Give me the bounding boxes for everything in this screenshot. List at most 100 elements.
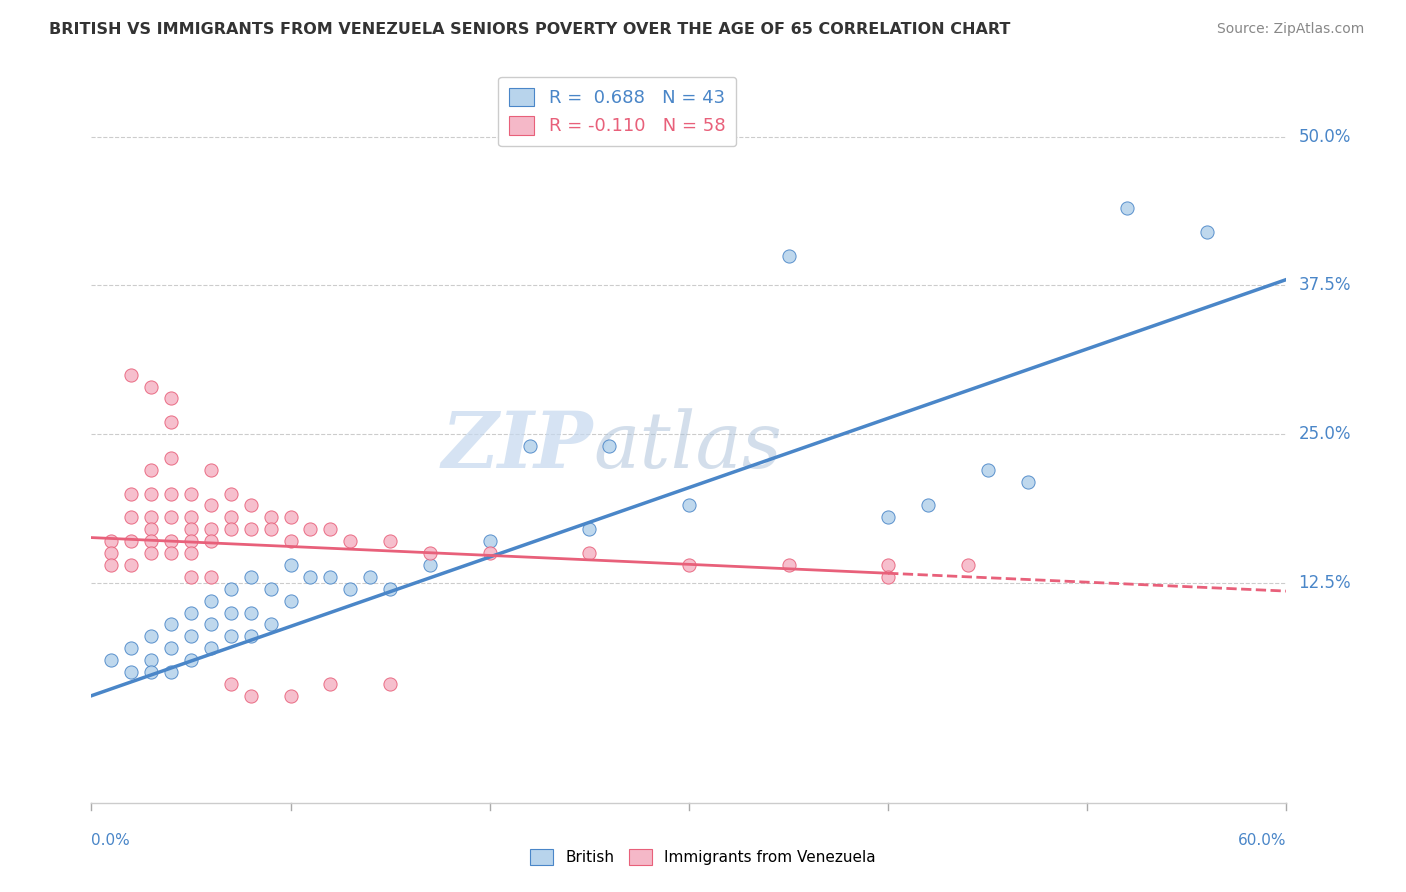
Point [160,510,183,524]
Legend: British, Immigrants from Venezuela: British, Immigrants from Venezuela [524,843,882,871]
Point [678,558,700,572]
Point [378,582,402,596]
Point [100,534,122,549]
Point [141,629,162,643]
Point [120,510,142,524]
Point [578,546,600,560]
Point [877,570,900,584]
Point [219,606,242,620]
Point [160,665,183,679]
Point [1017,475,1039,489]
Text: 50.0%: 50.0% [1299,128,1351,145]
Point [160,641,183,656]
Point [160,546,183,560]
Point [160,392,183,406]
Point [100,546,122,560]
Point [1116,201,1139,215]
Point [120,558,142,572]
Point [200,617,222,632]
Point [778,249,800,263]
Point [160,450,183,465]
Point [378,677,402,691]
Point [877,558,900,572]
Point [141,665,162,679]
Point [578,522,600,536]
Point [280,534,302,549]
Point [239,689,262,703]
Point [200,522,222,536]
Point [259,617,281,632]
Point [200,641,222,656]
Text: ZIP: ZIP [441,408,593,484]
Point [598,439,620,453]
Point [339,534,361,549]
Text: 0.0%: 0.0% [91,832,131,847]
Point [877,510,900,524]
Point [778,558,800,572]
Point [141,510,162,524]
Point [917,499,939,513]
Point [239,522,262,536]
Text: 12.5%: 12.5% [1299,574,1351,591]
Text: 60.0%: 60.0% [1239,832,1286,847]
Point [280,689,302,703]
Point [120,534,142,549]
Point [299,570,322,584]
Point [259,510,281,524]
Point [239,570,262,584]
Point [219,486,242,500]
Point [339,582,361,596]
Point [280,593,302,607]
Point [180,629,202,643]
Point [319,570,342,584]
Point [219,510,242,524]
Point [120,368,142,382]
Point [141,379,162,393]
Point [299,522,322,536]
Text: Source: ZipAtlas.com: Source: ZipAtlas.com [1216,22,1364,37]
Point [200,570,222,584]
Point [239,499,262,513]
Text: BRITISH VS IMMIGRANTS FROM VENEZUELA SENIORS POVERTY OVER THE AGE OF 65 CORRELAT: BRITISH VS IMMIGRANTS FROM VENEZUELA SEN… [49,22,1011,37]
Point [239,606,262,620]
Point [956,558,979,572]
Point [180,546,202,560]
Point [200,593,222,607]
Point [180,522,202,536]
Point [180,510,202,524]
Point [141,486,162,500]
Point [180,570,202,584]
Text: 25.0%: 25.0% [1299,425,1351,443]
Point [419,558,441,572]
Text: 37.5%: 37.5% [1299,277,1351,294]
Point [100,558,122,572]
Point [219,522,242,536]
Point [976,463,998,477]
Point [180,486,202,500]
Point [160,617,183,632]
Point [419,546,441,560]
Point [100,653,122,667]
Point [519,439,541,453]
Point [200,534,222,549]
Point [219,629,242,643]
Point [141,546,162,560]
Point [141,522,162,536]
Point [120,641,142,656]
Point [180,653,202,667]
Point [478,534,501,549]
Point [319,677,342,691]
Point [219,677,242,691]
Point [160,415,183,429]
Point [200,463,222,477]
Point [259,522,281,536]
Point [280,558,302,572]
Text: atlas: atlas [593,408,782,484]
Point [1195,225,1218,239]
Point [180,606,202,620]
Point [219,582,242,596]
Point [141,463,162,477]
Point [160,534,183,549]
Point [280,510,302,524]
Point [141,534,162,549]
